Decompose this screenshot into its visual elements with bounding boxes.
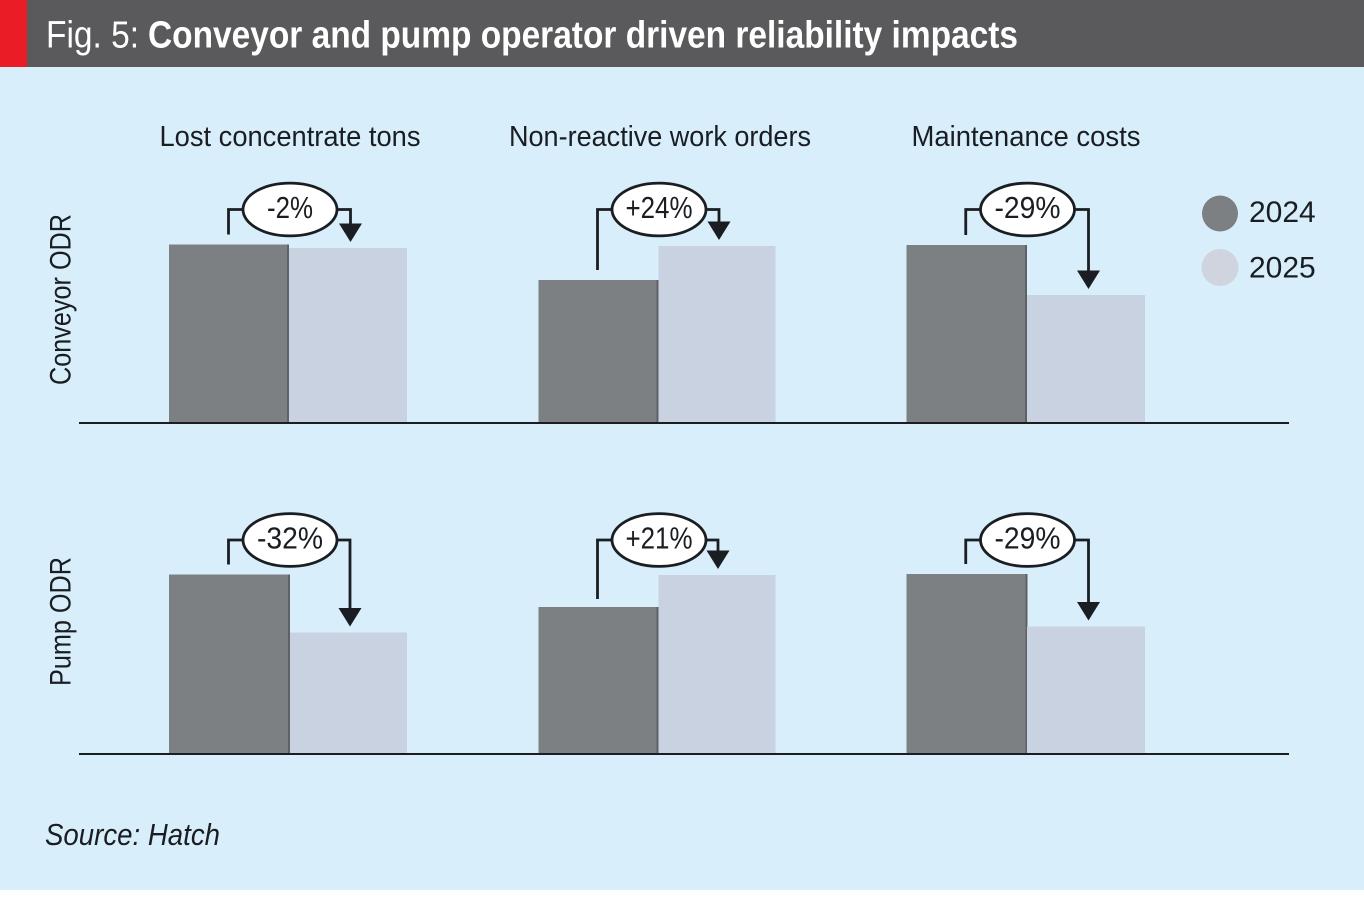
svg-text:Conveyor and pump operator dri: Conveyor and pump operator driven reliab…: [148, 15, 1018, 57]
svg-text:+21%: +21%: [626, 521, 693, 556]
svg-text:2024: 2024: [1249, 196, 1316, 229]
svg-text:-29%: -29%: [995, 521, 1061, 556]
svg-text:Non-reactive work orders: Non-reactive work orders: [509, 121, 811, 153]
svg-text:Maintenance costs: Maintenance costs: [912, 121, 1141, 153]
svg-text:-32%: -32%: [257, 521, 323, 556]
svg-text:Pump ODR: Pump ODR: [45, 557, 78, 686]
svg-text:Fig. 5:: Fig. 5:: [46, 15, 139, 57]
svg-text:+24%: +24%: [626, 190, 693, 225]
svg-text:-2%: -2%: [267, 190, 313, 225]
svg-text:Conveyor ODR: Conveyor ODR: [45, 214, 78, 385]
svg-text:-29%: -29%: [995, 190, 1061, 225]
svg-text:2025: 2025: [1249, 252, 1316, 285]
svg-text:Lost concentrate tons: Lost concentrate tons: [160, 121, 421, 153]
svg-text:Source: Hatch: Source: Hatch: [45, 817, 220, 852]
